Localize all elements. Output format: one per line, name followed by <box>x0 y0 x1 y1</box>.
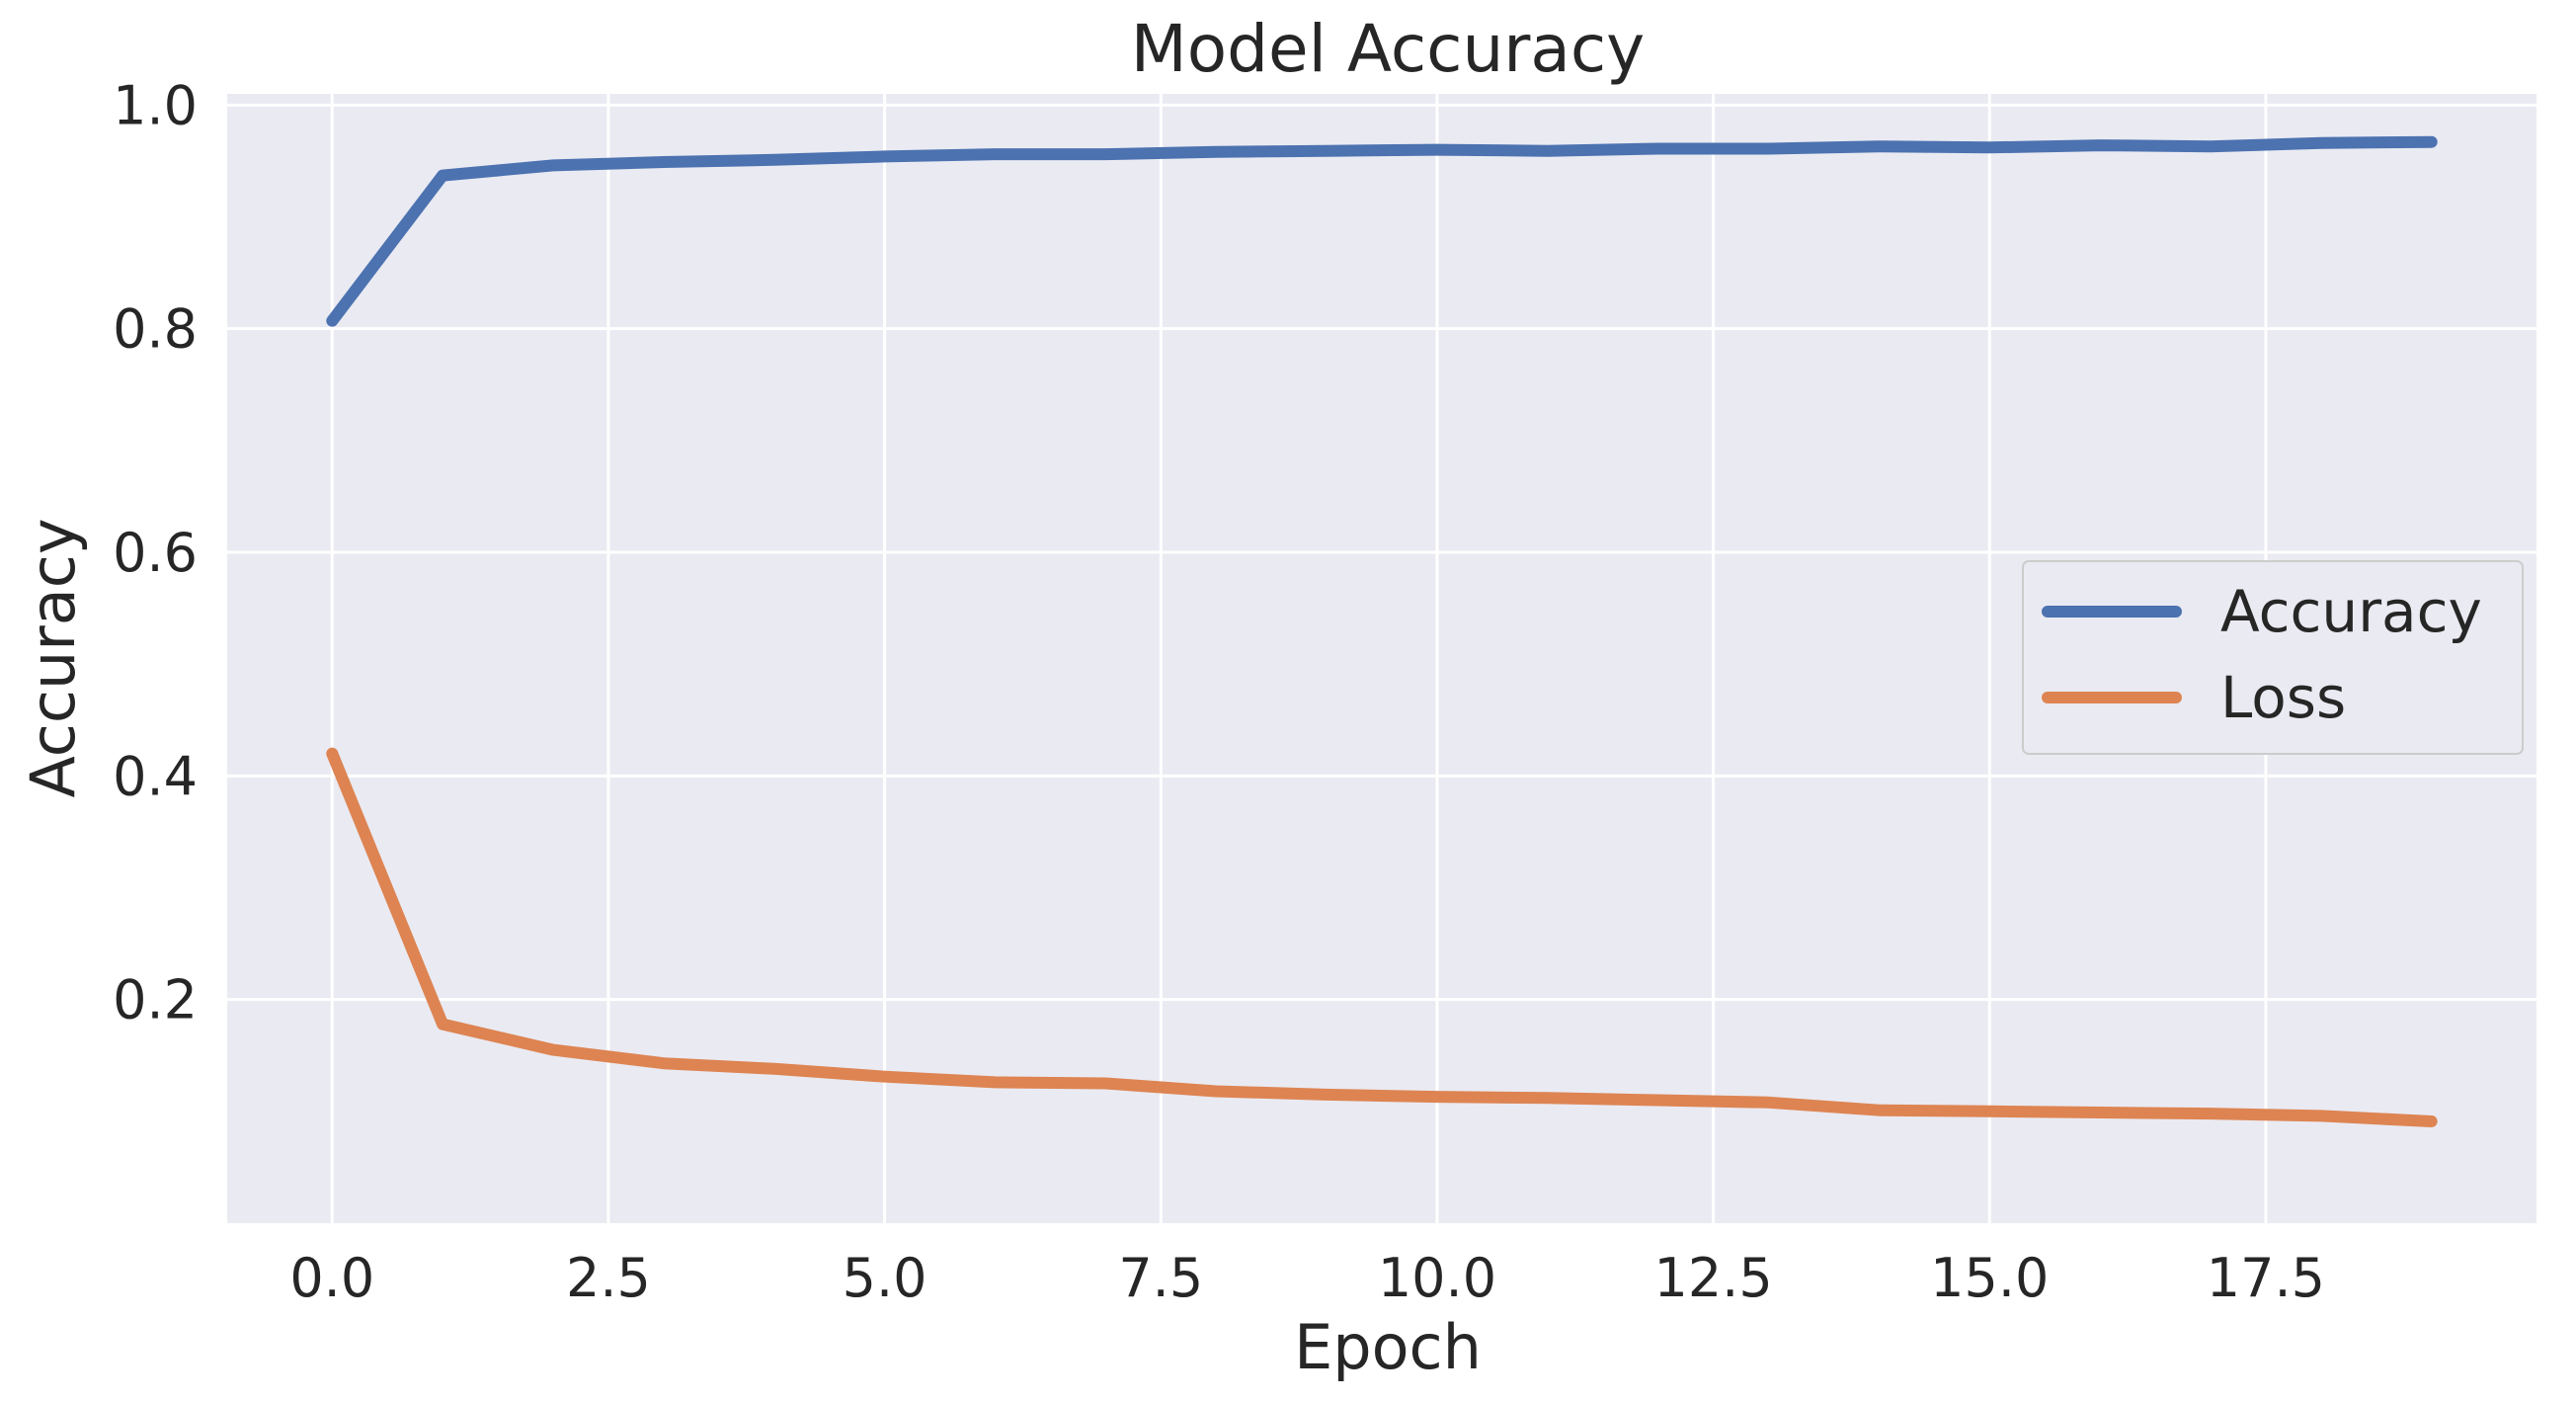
x-tick-label: 0.0 <box>289 1247 374 1309</box>
x-tick-label: 10.0 <box>1378 1247 1496 1309</box>
x-tick-label: 15.0 <box>1930 1247 2049 1309</box>
y-axis-title: Accuracy <box>17 518 89 797</box>
legend: Accuracy Loss <box>2022 560 2524 755</box>
x-tick-label: 17.5 <box>2207 1247 2325 1309</box>
y-tick-labels: 0.2 0.4 0.6 0.8 1.0 <box>113 74 198 1031</box>
series-line-accuracy <box>326 135 2438 327</box>
x-tick-label: 2.5 <box>566 1247 651 1309</box>
x-tick-label: 7.5 <box>1118 1247 1203 1309</box>
x-tick-label: 12.5 <box>1653 1247 1772 1309</box>
legend-label-accuracy: Accuracy <box>2220 578 2482 645</box>
x-axis-title: Epoch <box>1294 1311 1482 1383</box>
y-tick-label: 1.0 <box>113 74 198 136</box>
series-lines <box>326 135 2438 1127</box>
x-tick-labels: 0.0 2.5 5.0 7.5 10.0 12.5 15.0 17.5 <box>289 1247 2325 1309</box>
y-tick-label: 0.8 <box>113 298 198 361</box>
x-tick-label: 5.0 <box>843 1247 927 1309</box>
legend-label-loss: Loss <box>2220 664 2346 731</box>
y-tick-label: 0.2 <box>113 969 198 1031</box>
grid-lines <box>227 94 2536 1223</box>
series-line-loss <box>326 747 2438 1127</box>
chart-title: Model Accuracy <box>1131 11 1645 87</box>
y-tick-label: 0.4 <box>113 745 198 807</box>
y-tick-label: 0.6 <box>113 522 198 584</box>
